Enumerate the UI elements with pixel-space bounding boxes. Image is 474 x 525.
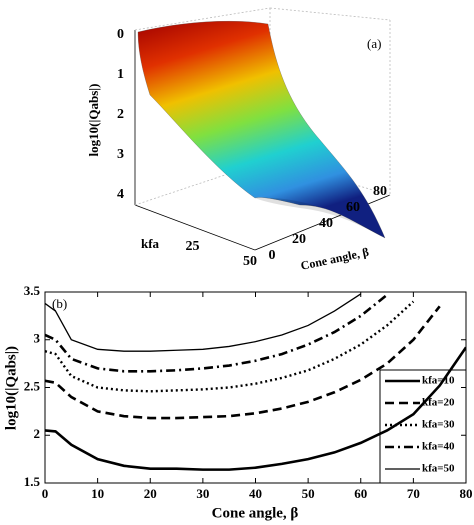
x-tick-label: 50 [243,254,257,269]
z-tick-label: 0 [117,27,124,42]
z-tick-label: 1 [117,67,124,82]
z-tick-label: 3 [117,147,124,162]
x-tick-label: 60 [354,486,367,501]
legend-box [379,369,467,484]
y-tick-label: 3 [34,331,41,346]
panel-label: (b) [52,296,67,311]
x-tick-label: 70 [407,486,420,501]
y-tick-label: 2.5 [24,378,41,393]
y-tick-label: 80 [373,184,387,199]
y-axis-label: Cone angle, β [299,245,370,273]
x-tick-label: 80 [460,486,473,501]
x-tick-label: 40 [249,486,262,501]
x-tick-label: 50 [302,486,315,501]
line-series [45,300,415,393]
x-tick-label: 10 [91,486,104,501]
z-axis-label: log10(|Qabs|) [86,84,101,157]
y-tick-label: 1.5 [24,474,41,489]
legend-label: kfa=20 [422,397,455,409]
x-axis-label: Cone angle, β [212,505,299,521]
y-tick-label: 3.5 [24,283,41,298]
y-tick-label: 20 [292,232,306,247]
x-tick-label: 25 [186,239,200,254]
legend-label: kfa=30 [422,419,455,431]
surface [137,21,386,239]
plot-lines [45,293,466,471]
line-series [45,293,388,373]
x-tick-label: 0 [42,486,49,501]
y-tick-label: 40 [319,216,333,231]
x-tick-label: 30 [196,486,209,501]
surface-shade [255,197,385,238]
legend-label: kfa=10 [422,375,455,387]
x-axis-label: kfa [141,236,160,251]
legend-label: kfa=50 [422,463,455,475]
line-series [45,293,362,352]
y-tick-label: 60 [346,200,360,215]
line-series [45,346,466,471]
y-tick-label: 2 [34,426,41,441]
y-tick-label: 0 [269,248,276,263]
z-tick-label: 2 [117,107,124,122]
z-tick-label: 4 [117,187,124,202]
line-series [45,305,441,420]
x-tick-label: 20 [144,486,157,501]
panel-label: (a) [367,36,381,51]
y-axis-label: log10(|Qabs|) [3,346,19,430]
legend-label: kfa=40 [422,441,455,453]
